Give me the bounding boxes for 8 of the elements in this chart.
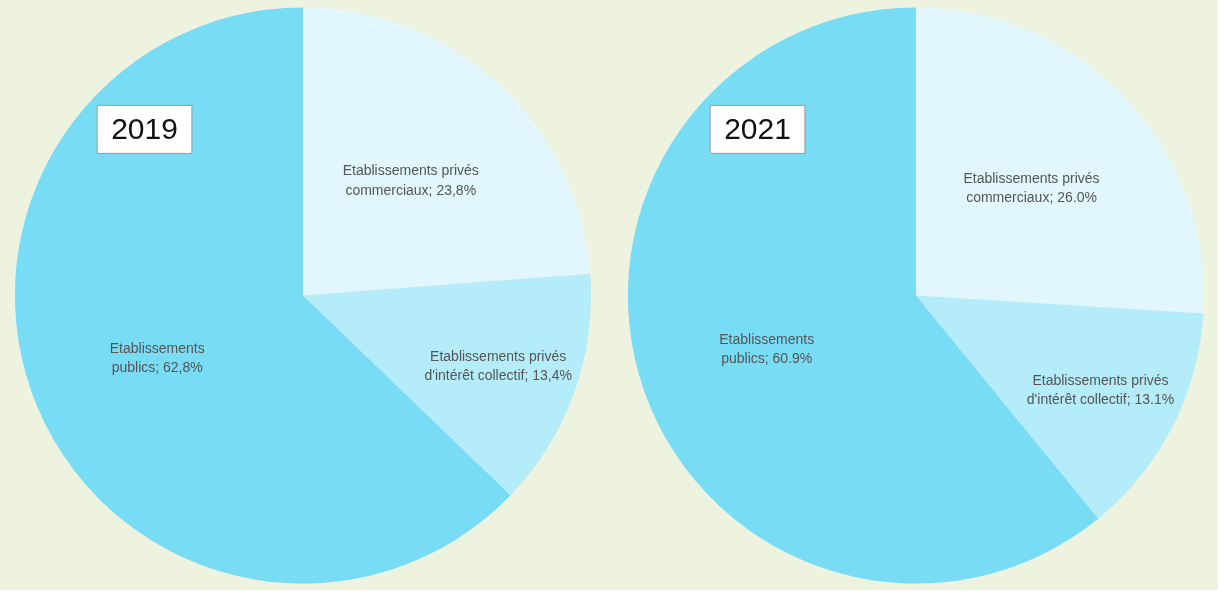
slice-label: Etablissements privés d'intérêt collectif; 13,4% (424, 347, 572, 383)
slice-label: Etablissements publics; 60.9% (719, 330, 815, 366)
text: 2019 (111, 112, 178, 146)
slice-label: Etablissements privés commerciaux; 23,8% (342, 162, 479, 198)
slice-label: Etablissements publics; 62,8% (109, 339, 205, 375)
slice-label: Etablissements privés d'intérêt collectif; 13.1% (1026, 372, 1175, 408)
slice-label: Etablissements privés commerciaux; 26.0% (963, 170, 1100, 206)
text: 2021 (724, 112, 791, 146)
